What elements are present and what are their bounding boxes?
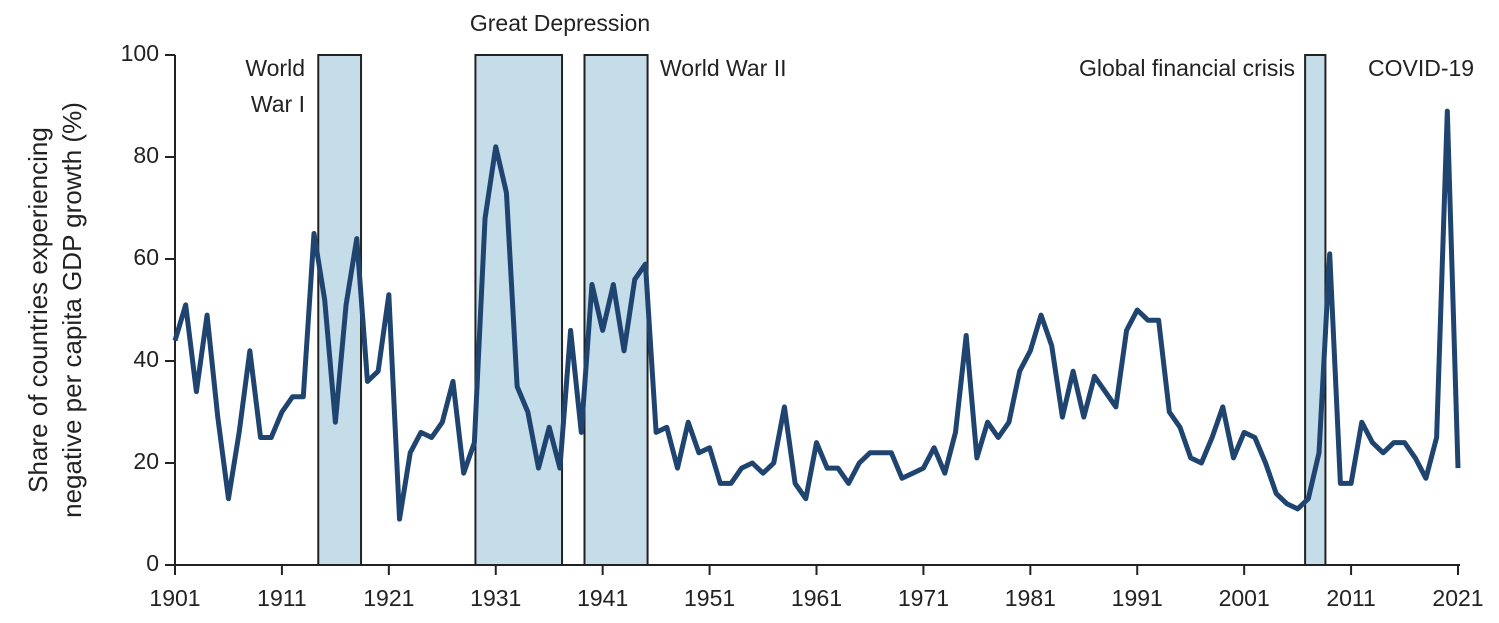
x-tick-label: 1921 bbox=[363, 585, 414, 611]
x-tick-label: 1951 bbox=[684, 585, 735, 611]
period-label: Great Depression bbox=[470, 10, 650, 36]
x-tick-label: 1971 bbox=[898, 585, 949, 611]
period-label: World War II bbox=[660, 55, 787, 81]
y-tick-label: 0 bbox=[146, 550, 159, 576]
x-tick-label: 1991 bbox=[1112, 585, 1163, 611]
annotation: COVID-19 bbox=[1368, 55, 1474, 81]
y-label-line: Share of countries experiencing bbox=[23, 127, 53, 493]
y-tick-label: 20 bbox=[133, 448, 159, 474]
period-label: Global financial crisis bbox=[1079, 55, 1295, 81]
x-tick-label: 1961 bbox=[791, 585, 842, 611]
period-label: World bbox=[245, 55, 305, 81]
data-line bbox=[172, 108, 1461, 522]
x-tick-label: 2001 bbox=[1219, 585, 1270, 611]
x-tick-label: 2021 bbox=[1432, 585, 1483, 611]
y-label-line: negative per capita GDP growth (%) bbox=[57, 102, 87, 518]
x-tick-label: 1901 bbox=[149, 585, 200, 611]
period-label: War I bbox=[251, 91, 305, 117]
x-tick-label: 1931 bbox=[470, 585, 521, 611]
x-tick-label: 1911 bbox=[257, 585, 306, 611]
x-tick-label: 1941 bbox=[577, 585, 628, 611]
x-tick-label: 1981 bbox=[1005, 585, 1056, 611]
x-tick-label: 2011 bbox=[1326, 585, 1375, 611]
y-axis-label: Share of countries experiencing negative… bbox=[23, 102, 87, 518]
y-tick-label: 40 bbox=[133, 346, 159, 372]
period-band bbox=[474, 54, 564, 566]
y-tick-label: 60 bbox=[133, 244, 159, 270]
y-tick-label: 100 bbox=[121, 40, 159, 66]
y-tick-label: 80 bbox=[133, 142, 159, 168]
